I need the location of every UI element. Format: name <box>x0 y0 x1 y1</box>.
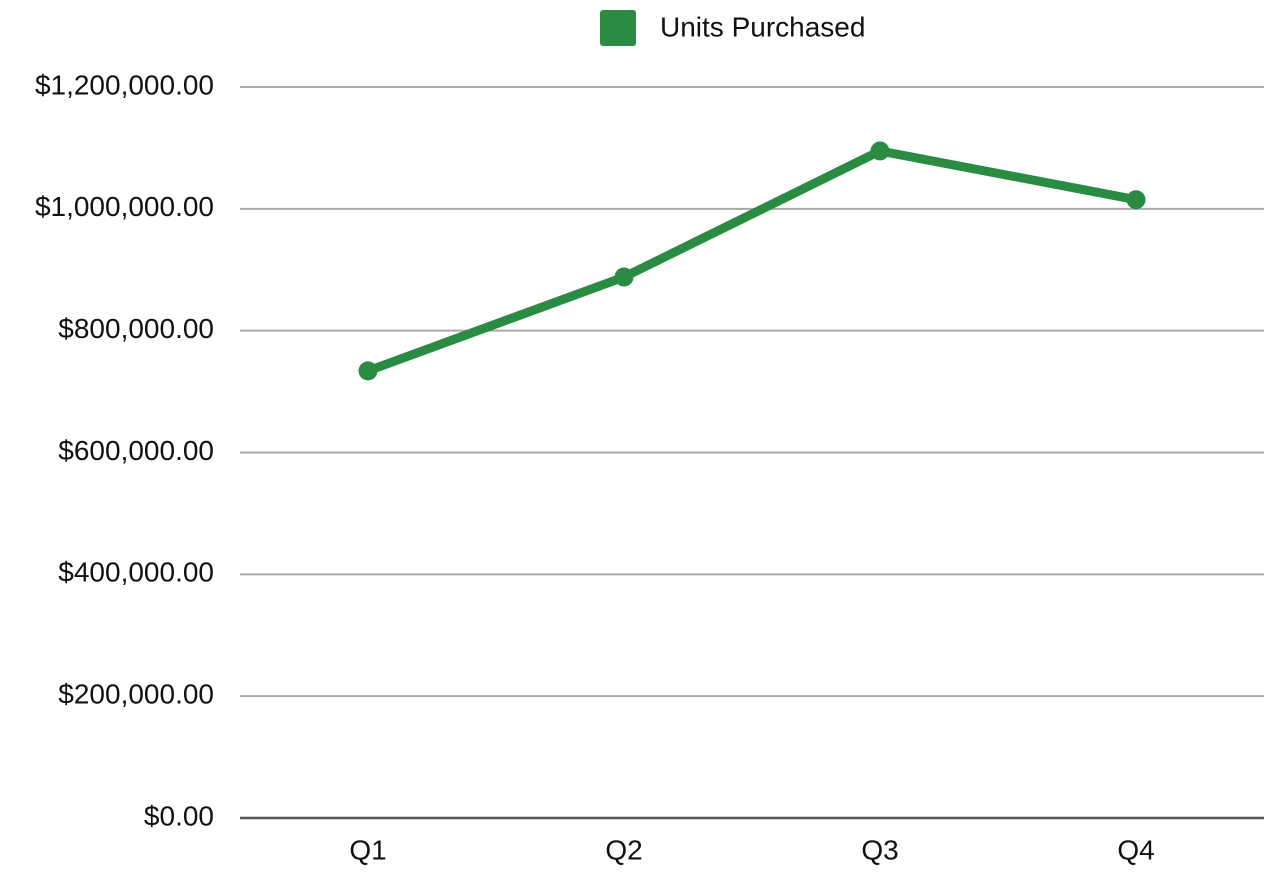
y-tick-label: $1,200,000.00 <box>35 69 214 100</box>
x-tick-label: Q4 <box>1117 834 1154 865</box>
line <box>363 146 1141 376</box>
x-tick-label: Q2 <box>605 834 642 865</box>
point <box>1126 190 1146 210</box>
y-tick-label: $1,000,000.00 <box>35 191 214 222</box>
y-tick-label: $600,000.00 <box>58 435 214 466</box>
legend-label: Units Purchased <box>660 11 865 42</box>
point <box>870 141 890 161</box>
y-tick-label: $200,000.00 <box>58 679 214 710</box>
point <box>614 267 634 287</box>
y-tick-label: $400,000.00 <box>58 557 214 588</box>
point <box>358 361 378 381</box>
legend-swatch <box>600 10 636 46</box>
y-tick-label: $800,000.00 <box>58 313 214 344</box>
y-tick-label: $0.00 <box>144 800 214 831</box>
x-tick-label: Q1 <box>349 834 386 865</box>
x-tick-label: Q3 <box>861 834 898 865</box>
